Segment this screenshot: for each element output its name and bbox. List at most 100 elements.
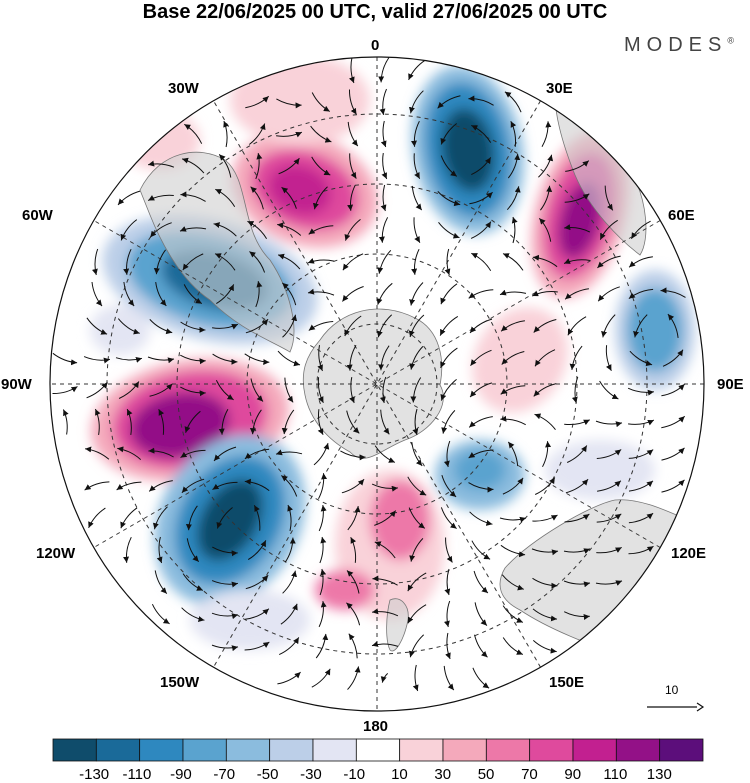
wind-vector <box>315 633 329 659</box>
wind-vector <box>349 153 357 179</box>
wind-vector <box>117 446 142 460</box>
wind-vector <box>223 120 229 148</box>
wind-vector <box>567 316 587 336</box>
wind-vector <box>502 477 524 495</box>
wind-vector <box>318 601 327 628</box>
wind-vector <box>371 641 399 647</box>
wind-vector <box>215 188 236 207</box>
wind-vector <box>380 673 389 683</box>
colorbar-swatch <box>269 738 314 762</box>
wind-vector <box>91 248 99 276</box>
wind-vector <box>661 447 685 461</box>
new-zealand-land <box>386 598 409 652</box>
wind-vector <box>502 637 524 655</box>
wind-vector <box>180 354 206 365</box>
wind-vector <box>378 217 389 243</box>
wind-vector <box>211 612 239 620</box>
modes-logo: MODES® <box>624 34 734 57</box>
colorbar-swatch <box>659 738 704 762</box>
wind-vector <box>563 611 590 620</box>
colorbar-swatch <box>485 738 531 762</box>
wind-vector <box>211 644 239 652</box>
wind-vector <box>149 383 173 397</box>
wind-vector <box>280 603 298 625</box>
wind-vector <box>340 450 366 461</box>
lon-label-0: 0 <box>371 37 380 54</box>
colorbar-swatch <box>52 738 97 762</box>
wind-vector <box>377 249 392 274</box>
wind-vector <box>284 537 296 563</box>
wind-vector <box>563 548 591 554</box>
lon-label-150w: 150W <box>160 674 200 691</box>
wind-vector <box>308 321 334 331</box>
wind-vector <box>275 449 303 456</box>
wind-vector <box>566 445 588 463</box>
wind-vector <box>249 409 262 435</box>
wind-vector <box>213 222 237 237</box>
wind-vector <box>468 95 494 106</box>
colorbar-tick-label: -10 <box>343 766 366 783</box>
colorbar-tick-label: -130 <box>79 766 110 783</box>
wind-vector <box>347 666 361 690</box>
wind-vector <box>564 513 590 523</box>
wind-vector <box>627 387 654 396</box>
wind-vector <box>151 603 170 625</box>
wind-vector <box>347 184 356 211</box>
wind-vector <box>123 248 132 275</box>
wind-vector <box>156 536 163 564</box>
wind-vector <box>412 664 419 692</box>
wind-vector <box>440 507 457 529</box>
wind-vector <box>350 536 357 563</box>
wind-vector <box>443 440 451 468</box>
colorbar-tick-label: -30 <box>300 766 322 783</box>
wind-vector <box>411 248 420 275</box>
wind-vector <box>440 347 458 369</box>
wind-vector <box>407 604 427 624</box>
wind-vector <box>280 475 298 497</box>
wind-vector <box>661 415 686 429</box>
wind-vector <box>569 345 583 370</box>
wind-vector <box>408 507 426 529</box>
colorbar-swatch <box>95 738 141 762</box>
lon-label-180: 180 <box>363 718 389 735</box>
wind-vector <box>564 193 590 203</box>
wind-vector <box>245 318 269 334</box>
wind-vector <box>472 667 490 689</box>
wind-vector <box>180 321 206 333</box>
wind-vector <box>317 345 323 372</box>
wind-vector <box>346 602 361 626</box>
wind-vector <box>571 376 579 404</box>
wind-vector <box>564 224 591 233</box>
wind-vector <box>186 538 200 563</box>
wind-vector <box>376 314 393 338</box>
wind-vector <box>500 320 525 332</box>
anomaly-blob <box>190 590 310 650</box>
wind-vector <box>212 353 238 365</box>
wind-vector <box>215 379 234 401</box>
wind-vector <box>599 219 618 240</box>
wind-vector <box>276 98 302 109</box>
wind-vector <box>158 408 165 435</box>
anomaly-blob <box>130 392 230 458</box>
wind-vector <box>410 377 422 403</box>
wind-vector <box>469 511 493 526</box>
landmass-layer <box>139 94 701 661</box>
wind-vector <box>601 314 616 338</box>
wind-vector <box>212 323 239 330</box>
wind-vector <box>628 545 654 555</box>
wind-vector <box>253 505 261 531</box>
wind-vector <box>278 637 300 656</box>
wind-vector <box>372 575 398 586</box>
wind-vector <box>633 314 648 338</box>
wind-vector <box>123 536 132 563</box>
wind-vector <box>596 546 622 554</box>
wind-vector <box>504 91 522 113</box>
wind-vector <box>287 504 293 532</box>
wind-vector <box>599 380 619 400</box>
wind-vector <box>84 481 110 491</box>
wind-vector <box>154 570 168 594</box>
wind-vector <box>310 125 332 143</box>
colorbar <box>52 738 704 762</box>
wind-vector <box>371 483 398 492</box>
wind-vector <box>500 415 526 426</box>
